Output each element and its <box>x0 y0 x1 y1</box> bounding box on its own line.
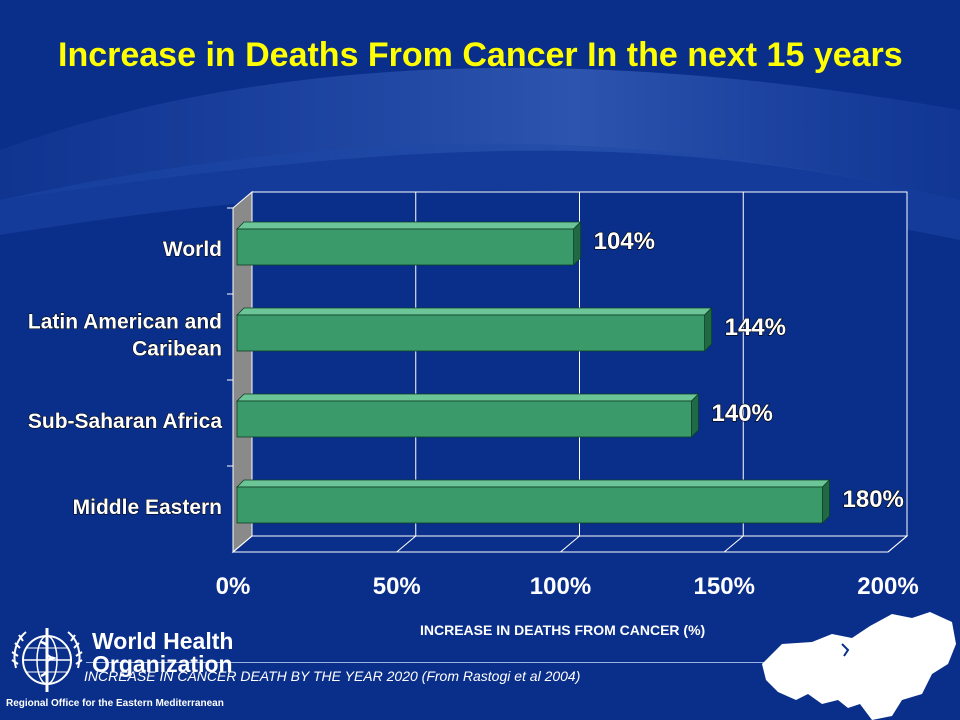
x-tick-label: 100% <box>530 573 591 600</box>
y-category-label: Latin American and <box>28 311 222 334</box>
x-tick-label: 200% <box>857 573 918 600</box>
bar-end-face <box>822 479 830 524</box>
bar <box>236 400 692 438</box>
x-tick-label: 150% <box>694 573 755 600</box>
y-category-label: Middle Eastern <box>73 496 222 519</box>
who-emblem-icon <box>11 628 83 692</box>
x-gridline-floor <box>560 535 580 553</box>
x-axis-title: INCREASE IN DEATHS FROM CANCER (%) <box>420 622 706 638</box>
bar <box>236 314 706 352</box>
y-category-label: Sub-Saharan Africa <box>28 410 222 433</box>
bar <box>236 486 823 524</box>
who-name-line1: World Health <box>92 628 234 654</box>
x-gridline-floor <box>232 535 253 553</box>
bar-top-face <box>236 393 700 402</box>
data-label: 104% <box>594 228 655 255</box>
bar <box>236 228 575 266</box>
bar-top-face <box>236 479 831 488</box>
slide-title: Increase in Deaths From Cancer In the ne… <box>58 36 903 74</box>
x-gridline-floor <box>723 535 744 553</box>
caption-divider <box>86 662 766 663</box>
bar-end-face <box>573 221 581 266</box>
bar-top-face <box>236 221 582 230</box>
data-label: 140% <box>712 400 773 427</box>
x-gridline-floor <box>396 535 417 553</box>
source-caption: INCREASE IN CANCER DEATH BY THE YEAR 202… <box>84 668 581 684</box>
x-gridline-floor <box>887 535 908 553</box>
y-category-label: Caribean <box>132 338 222 361</box>
who-region-label: Regional Office for the Eastern Mediterr… <box>6 698 224 709</box>
bar-end-face <box>704 307 712 352</box>
y-category-label: World <box>163 238 222 261</box>
who-name: World Health Organization <box>92 630 233 676</box>
bar-end-face <box>691 393 699 438</box>
data-label: 180% <box>843 486 904 513</box>
who-name-line2: Organization <box>92 651 233 677</box>
who-logo: World Health Organization Regional Offic… <box>4 620 244 716</box>
x-tick-label: 0% <box>216 573 251 600</box>
region-map-icon <box>762 612 956 720</box>
data-label: 144% <box>725 314 786 341</box>
x-tick-label: 50% <box>373 573 421 600</box>
bar-top-face <box>236 307 713 316</box>
